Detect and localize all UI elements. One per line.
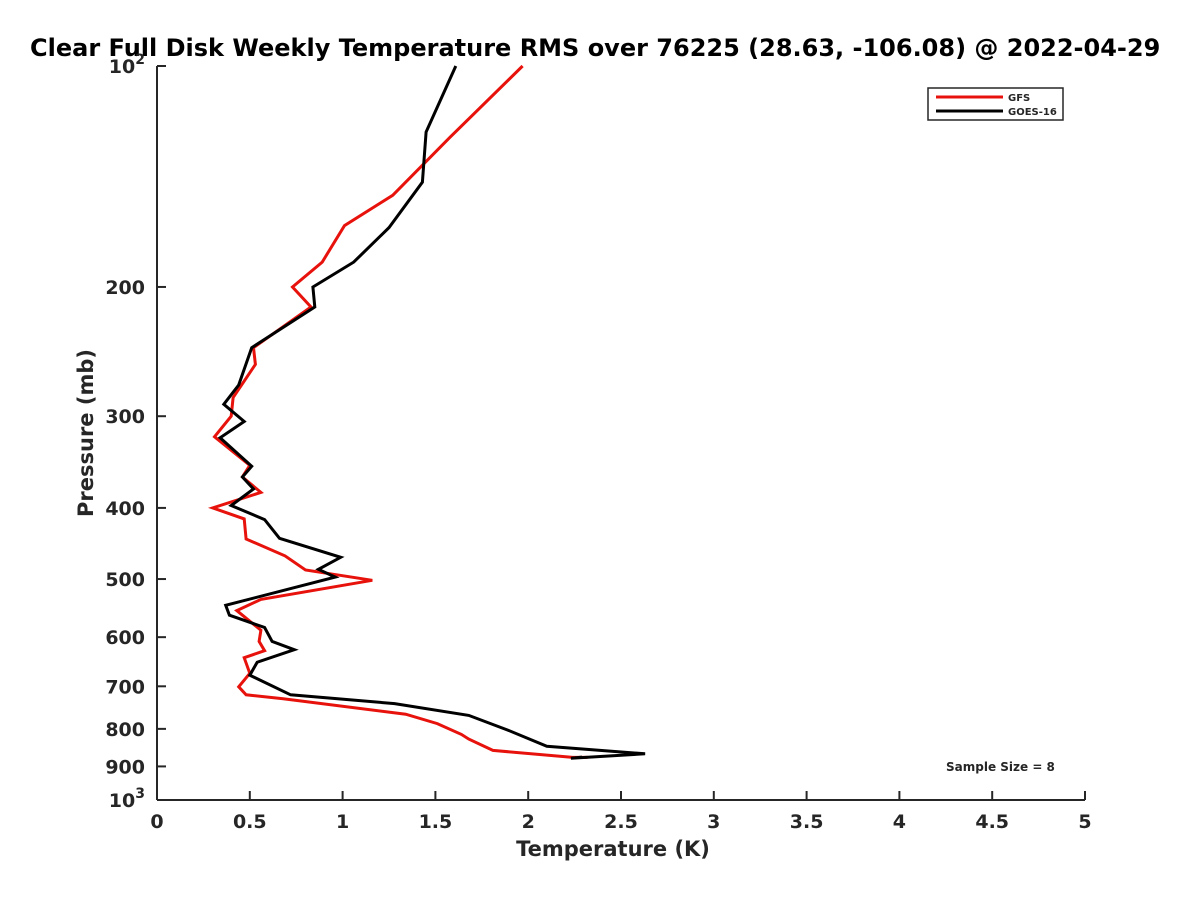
y-tick-label: 102 [109, 52, 145, 78]
y-ticks: 102 200 300 400 500 600 700 800 900 103 [105, 52, 166, 812]
x-tick-label: 0 [150, 811, 163, 833]
x-tick-label: 3 [707, 811, 720, 833]
x-tick-label: 2 [522, 811, 535, 833]
chart-title: Clear Full Disk Weekly Temperature RMS o… [30, 34, 1160, 62]
x-tick-label: 5 [1078, 811, 1091, 833]
y-tick-label: 300 [105, 406, 145, 428]
y-tick-label: 900 [105, 756, 145, 778]
x-tick-label: 1.5 [419, 811, 453, 833]
y-tick-label: 200 [105, 277, 145, 299]
x-tick-label: 0.5 [233, 811, 267, 833]
legend: GFS GOES-16 [927, 87, 1064, 121]
plot-lines [207, 64, 646, 760]
y-tick-label: 800 [105, 719, 145, 741]
series-line-gfs [207, 64, 588, 759]
series-line-goes-16 [217, 65, 646, 760]
x-tick-label: 1 [336, 811, 349, 833]
y-tick-label: 500 [105, 569, 145, 591]
y-tick-label: 400 [105, 498, 145, 520]
x-ticks: 0 0.5 1 1.5 2 2.5 3 3.5 4 4.5 5 [150, 791, 1092, 833]
x-tick-label: 4 [893, 811, 906, 833]
y-tick-label: 600 [105, 627, 145, 649]
x-axis-label: Temperature (K) [516, 837, 710, 861]
y-axis-label: Pressure (mb) [74, 349, 98, 517]
y-tick-label: 103 [109, 786, 145, 812]
x-tick-label: 4.5 [975, 811, 1009, 833]
y-tick-label: 700 [105, 676, 145, 698]
legend-label: GOES-16 [1008, 107, 1057, 118]
legend-box [927, 87, 1064, 121]
legend-label: GFS [1008, 93, 1030, 104]
x-tick-label: 2.5 [604, 811, 638, 833]
sample-size-annotation: Sample Size = 8 [946, 760, 1055, 774]
axes [156, 66, 1085, 801]
x-tick-label: 3.5 [790, 811, 824, 833]
